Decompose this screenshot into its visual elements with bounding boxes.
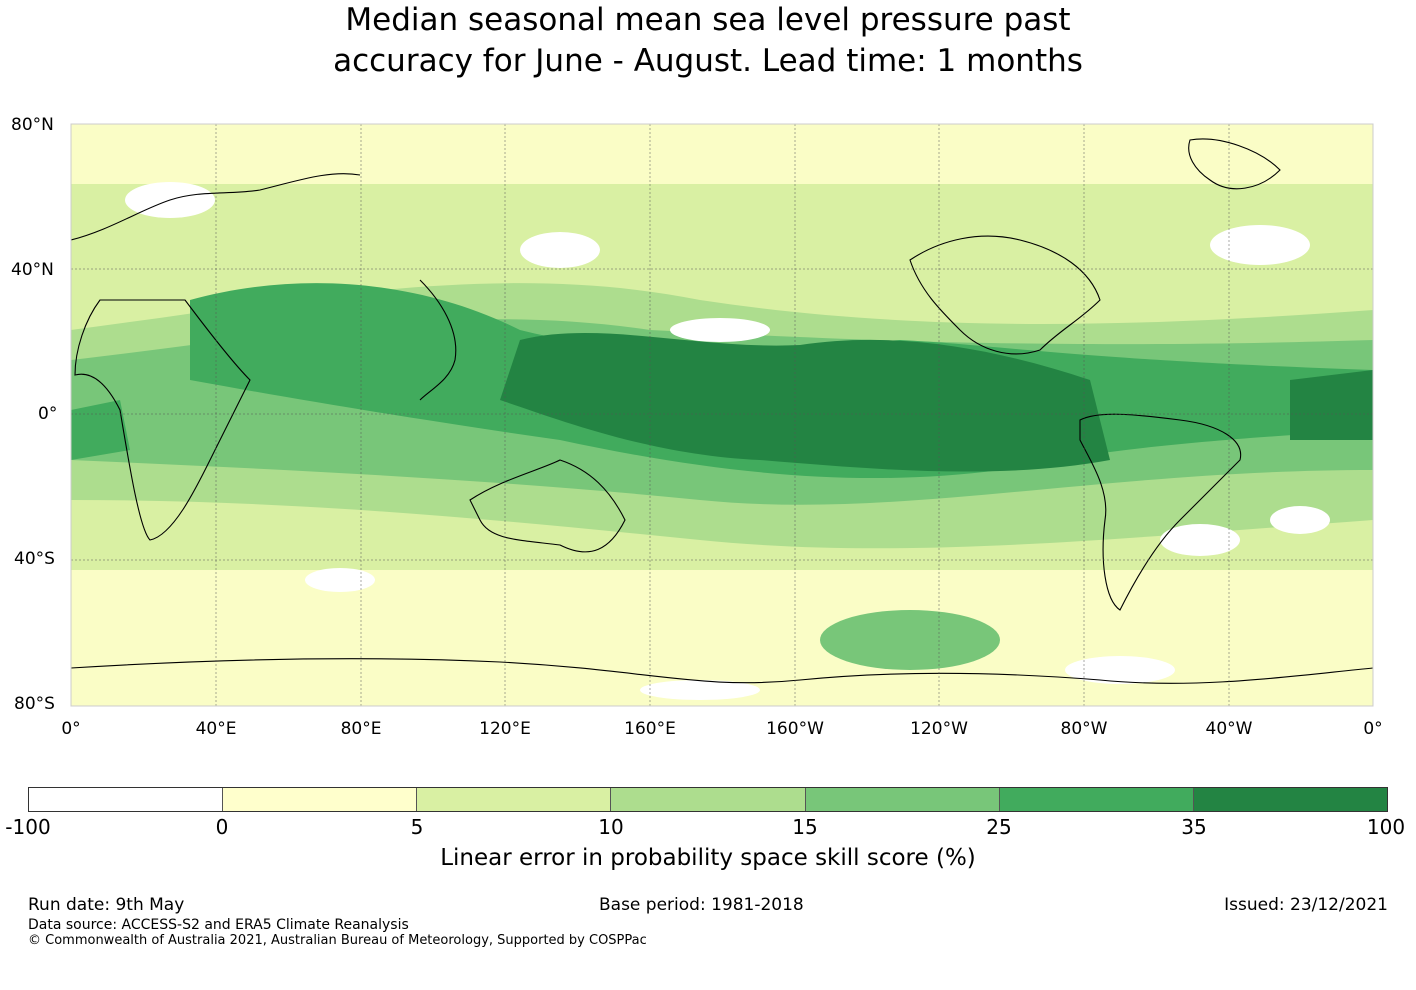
- coastline-east-asia: [419, 279, 457, 401]
- lon-label-0-right: 0°: [1363, 719, 1383, 739]
- lon-label-40e: 40°E: [195, 719, 237, 739]
- colorbar-segment-0-5: [223, 788, 418, 811]
- coastline-north-america: [909, 235, 1101, 355]
- map-frame: [70, 123, 1374, 707]
- lon-label-0-left: 0°: [61, 719, 81, 739]
- coastline-australia: [469, 459, 626, 553]
- colorbar-segment-35-100: [1193, 788, 1387, 811]
- white-patch-pacific: [670, 318, 770, 342]
- chart-title: Median seasonal mean sea level pressure …: [0, 0, 1416, 82]
- gulf-guinea-patch: [71, 400, 130, 460]
- lat-label-equator: 0°: [38, 404, 58, 424]
- colorbar-segment-5-10: [417, 788, 612, 811]
- southern-ocean-patch: [820, 610, 1000, 670]
- coastline-africa: [74, 299, 251, 541]
- lat-label-80s: 80°S: [14, 694, 55, 714]
- colorbar-segment-neg100-0: [29, 788, 224, 811]
- atlantic-core: [1290, 370, 1373, 440]
- white-patch-antarctic-2: [640, 680, 760, 700]
- white-patch-south-atlantic-2: [1270, 506, 1330, 534]
- coastline-antarctica: [71, 658, 1373, 684]
- data-source: Data source: ACCESS-S2 and ERA5 Climate …: [28, 917, 409, 933]
- colorbar-tick-100: 100: [1366, 815, 1406, 839]
- lon-label-40w: 40°W: [1205, 719, 1253, 739]
- title-line-2: accuracy for June - August. Lead time: 1…: [333, 43, 1083, 79]
- white-patch-japan: [520, 232, 600, 268]
- colorbar-segment-10-15: [611, 788, 806, 811]
- colorbar: [28, 787, 1388, 812]
- lon-label-160e: 160°E: [624, 719, 676, 739]
- lon-label-80w: 80°W: [1060, 719, 1108, 739]
- copyright: © Commonwealth of Australia 2021, Austra…: [28, 933, 647, 948]
- colorbar-segment-25-35: [999, 788, 1194, 811]
- lat-label-80n: 80°N: [11, 115, 54, 135]
- colorbar-tick-25: 25: [986, 815, 1012, 839]
- map-field: [71, 124, 1373, 706]
- colorbar-tick-0: 0: [215, 815, 229, 839]
- colorbar-tick-15: 15: [792, 815, 818, 839]
- white-patch-atlantic: [1210, 225, 1310, 265]
- coastlines: [71, 138, 1373, 684]
- white-patch-indian: [305, 568, 375, 592]
- lon-label-80e: 80°E: [340, 719, 382, 739]
- base-period: Base period: 1981-2018: [599, 895, 804, 915]
- white-patch-south-atlantic: [1160, 524, 1240, 556]
- issued-date: Issued: 23/12/2021: [1224, 895, 1388, 915]
- coastline-greenland: [1188, 138, 1281, 190]
- colorbar-tick-10: 10: [598, 815, 624, 839]
- lon-label-120e: 120°E: [479, 719, 531, 739]
- colorbar-segment-15-25: [805, 788, 1000, 811]
- lon-label-160w: 160°W: [766, 719, 824, 739]
- white-patch-antarctic: [1065, 656, 1175, 684]
- lat-label-40n: 40°N: [11, 260, 54, 280]
- lat-label-40s: 40°S: [14, 549, 55, 569]
- coastline-eurasia-north: [71, 173, 361, 241]
- colorbar-label: Linear error in probability space skill …: [440, 845, 976, 871]
- colorbar-tick-5: 5: [410, 815, 424, 839]
- colorbar-tick-neg100: -100: [5, 815, 51, 839]
- north-polar-band: [71, 124, 1373, 184]
- coastline-south-america: [1079, 413, 1242, 611]
- graticule: [71, 124, 1373, 706]
- run-date: Run date: 9th May: [28, 895, 185, 915]
- title-line-1: Median seasonal mean sea level pressure …: [345, 2, 1071, 38]
- colorbar-tick-35: 35: [1181, 815, 1207, 839]
- pacific-core: [500, 333, 1110, 472]
- lon-label-120w: 120°W: [910, 719, 968, 739]
